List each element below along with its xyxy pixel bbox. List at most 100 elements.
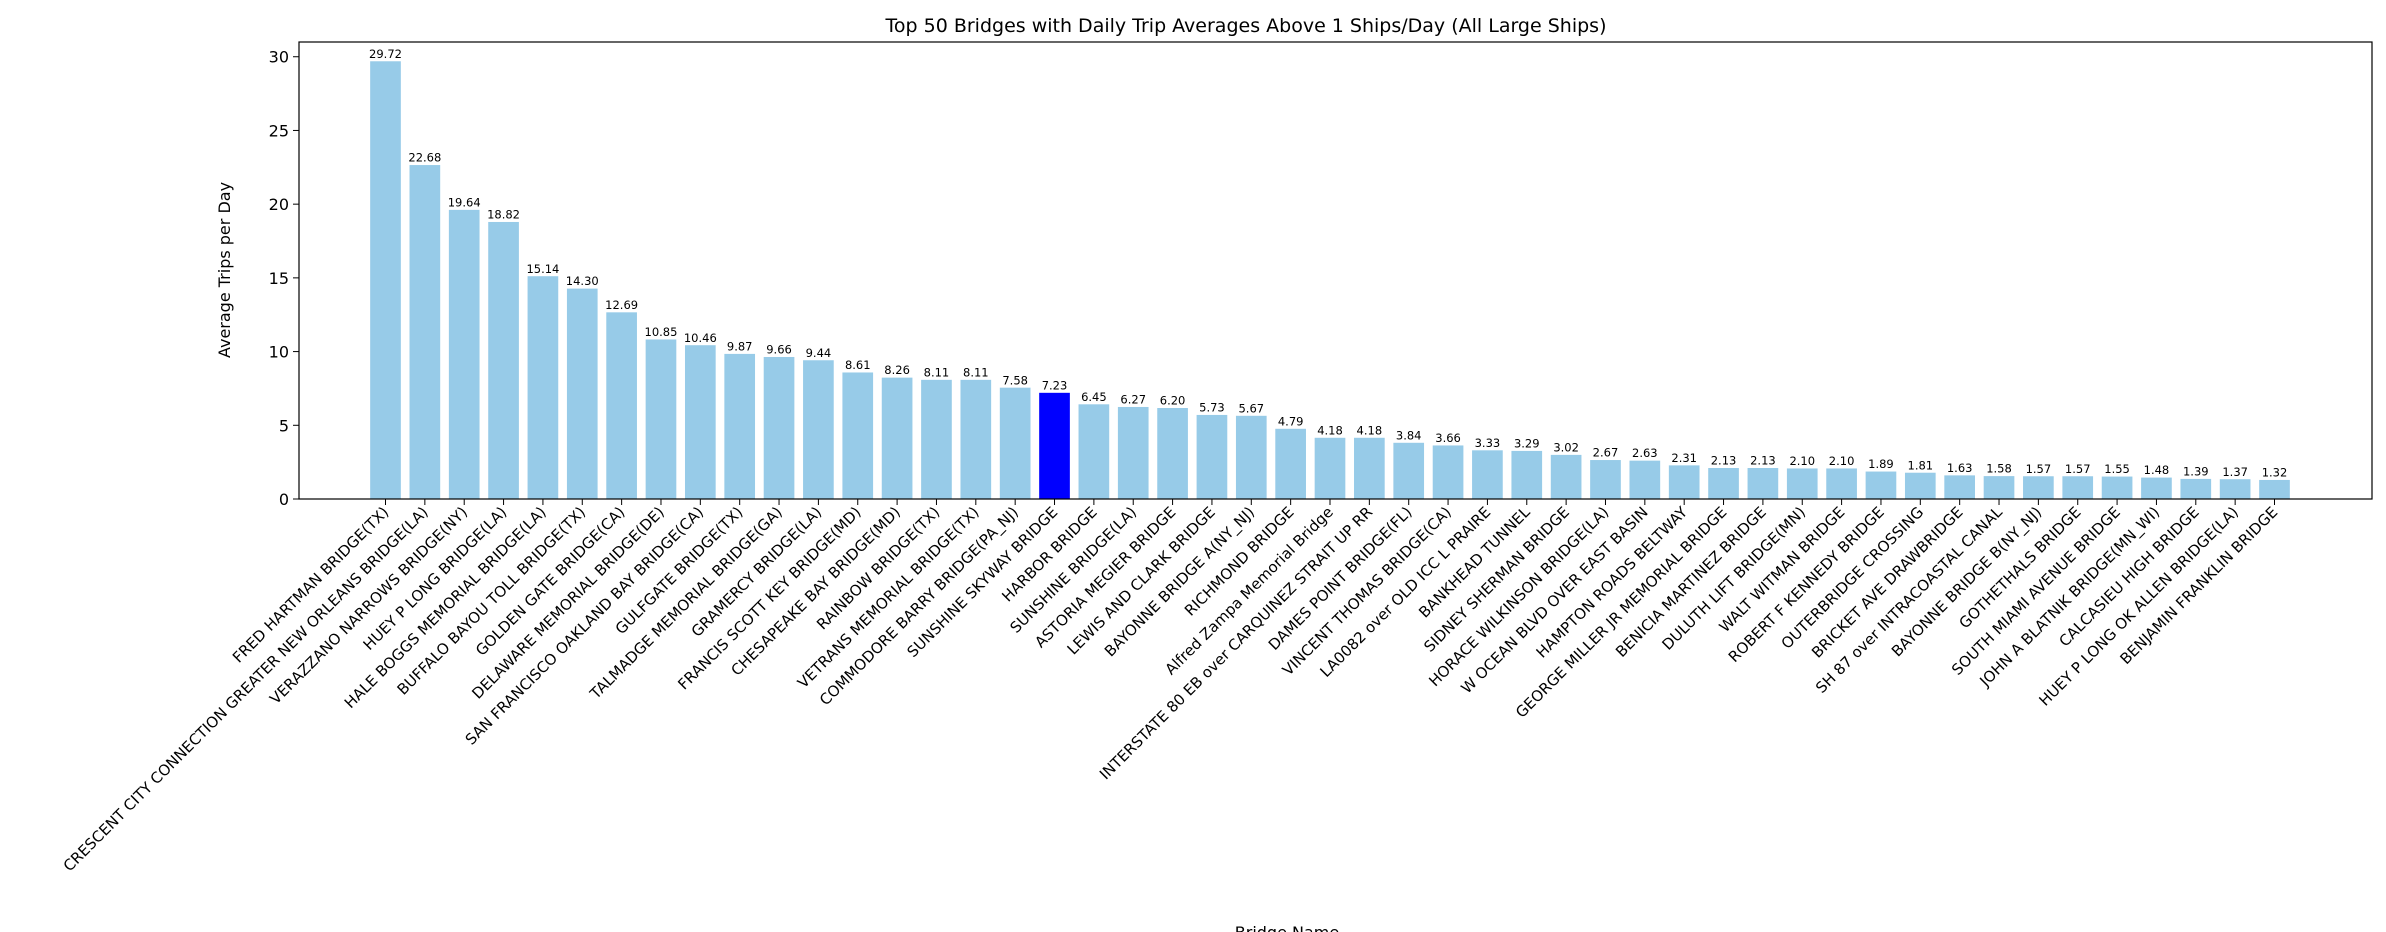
x-axis-label: Bridge Name bbox=[1235, 923, 1339, 932]
bar-8 bbox=[644, 338, 678, 500]
bar-6 bbox=[566, 287, 599, 500]
bar-value-label: 3.84 bbox=[1396, 428, 1422, 442]
bar-value-label: 19.64 bbox=[448, 195, 481, 209]
bar-45 bbox=[2100, 475, 2134, 500]
chart-title: Top 50 Bridges with Daily Trip Averages … bbox=[885, 15, 1607, 37]
bar-31 bbox=[1549, 454, 1583, 500]
bar-value-label: 2.31 bbox=[1671, 451, 1697, 465]
bar-value-label: 1.48 bbox=[2144, 463, 2170, 477]
y-tick-label: 10 bbox=[269, 343, 289, 362]
y-tick-label: 15 bbox=[269, 269, 289, 288]
bar-34 bbox=[1668, 464, 1701, 500]
bars-group bbox=[369, 60, 2291, 500]
bar-value-label: 14.30 bbox=[566, 274, 599, 288]
bar-25 bbox=[1313, 436, 1347, 500]
bar-value-label: 10.85 bbox=[645, 325, 678, 339]
bar-value-label: 2.10 bbox=[1829, 454, 1855, 468]
bar-15 bbox=[920, 379, 953, 500]
bar-value-label: 7.23 bbox=[1042, 378, 1068, 392]
bar-value-label: 18.82 bbox=[487, 208, 520, 222]
bar-19 bbox=[1077, 403, 1111, 500]
bar-value-label: 1.32 bbox=[2262, 466, 2288, 480]
bar-value-label: 12.69 bbox=[605, 298, 638, 312]
bar-value-label: 3.02 bbox=[1553, 440, 1579, 454]
bar-value-label: 15.14 bbox=[526, 262, 559, 276]
y-axis-label: Average Trips per Day bbox=[215, 182, 234, 358]
bar-value-label: 1.81 bbox=[1908, 458, 1934, 472]
bar-value-label: 4.18 bbox=[1317, 423, 1343, 437]
bar-value-label: 1.37 bbox=[2222, 465, 2248, 479]
bar-16 bbox=[959, 379, 992, 500]
bar-value-label: 3.66 bbox=[1435, 431, 1461, 445]
bar-43 bbox=[2022, 475, 2055, 500]
bar-39 bbox=[1864, 470, 1898, 500]
bar-41 bbox=[1943, 474, 1976, 500]
bar-value-label: 1.57 bbox=[2065, 462, 2091, 476]
bar-35 bbox=[1707, 467, 1740, 500]
bar-value-label: 1.57 bbox=[2026, 462, 2052, 476]
bar-value-label: 6.20 bbox=[1160, 394, 1186, 408]
bar-value-label: 8.26 bbox=[884, 363, 910, 377]
bar-value-label: 1.58 bbox=[1986, 462, 2012, 476]
bar-7 bbox=[605, 311, 638, 500]
bar-value-label: 6.45 bbox=[1081, 390, 1107, 404]
bar-29 bbox=[1471, 449, 1504, 500]
bar-value-label: 9.66 bbox=[766, 343, 792, 357]
bar-48 bbox=[2218, 478, 2252, 500]
bar-24 bbox=[1274, 427, 1307, 500]
bar-47 bbox=[2179, 478, 2212, 500]
bar-value-label: 9.44 bbox=[806, 346, 832, 360]
bar-value-label: 8.11 bbox=[924, 365, 950, 379]
bar-value-label: 2.67 bbox=[1593, 446, 1619, 460]
bar-42 bbox=[1982, 475, 2016, 500]
bar-49 bbox=[2258, 479, 2291, 500]
bar-3 bbox=[448, 209, 481, 500]
bar-value-label: 8.11 bbox=[963, 365, 989, 379]
bar-4 bbox=[487, 221, 520, 500]
bar-27 bbox=[1392, 441, 1425, 500]
bar-value-label: 10.46 bbox=[684, 331, 717, 345]
bar-22 bbox=[1195, 414, 1229, 500]
bar-21 bbox=[1156, 407, 1189, 500]
bar-value-label: 7.58 bbox=[1002, 373, 1028, 387]
bar-value-label: 3.29 bbox=[1514, 437, 1540, 451]
y-tick-label: 0 bbox=[279, 490, 289, 509]
bar-5 bbox=[526, 275, 560, 500]
bar-2 bbox=[408, 164, 441, 500]
bar-32 bbox=[1589, 459, 1622, 500]
bar-12 bbox=[802, 359, 835, 500]
y-tick-label: 30 bbox=[269, 48, 289, 67]
bar-44 bbox=[2061, 475, 2094, 500]
bar-36 bbox=[1746, 467, 1780, 500]
bar-value-label: 1.55 bbox=[2104, 462, 2130, 476]
bar-value-label: 8.61 bbox=[845, 358, 871, 372]
bar-value-label: 22.68 bbox=[408, 151, 441, 165]
bar-40 bbox=[1904, 471, 1937, 500]
bar-value-label: 2.63 bbox=[1632, 446, 1658, 460]
bar-28 bbox=[1431, 444, 1465, 500]
bar-11 bbox=[762, 356, 796, 500]
bar-value-label: 4.18 bbox=[1357, 423, 1383, 437]
bar-value-label: 1.89 bbox=[1868, 457, 1894, 471]
bar-14 bbox=[880, 376, 914, 500]
bar-26 bbox=[1353, 436, 1386, 500]
bar-37 bbox=[1786, 467, 1819, 500]
x-axis: FRED HARTMAN BRIDGE(TX)CRESCENT CITY CON… bbox=[60, 499, 2281, 875]
bar-20 bbox=[1117, 406, 1150, 500]
bar-value-label: 6.27 bbox=[1120, 393, 1146, 407]
bar-13 bbox=[841, 371, 874, 500]
bar-value-label: 2.13 bbox=[1750, 454, 1776, 468]
bar-9 bbox=[684, 344, 717, 500]
y-axis: 0 5 10 15 20 25 30 bbox=[269, 48, 299, 509]
bar-10 bbox=[723, 353, 756, 500]
y-tick-label: 25 bbox=[269, 121, 289, 140]
data-labels-group: 29.72 22.68 19.64 18.82 15.14 14.30 12.69 10.85… bbox=[369, 47, 2287, 480]
bar-value-label: 9.87 bbox=[727, 340, 753, 354]
bar-value-label: 3.33 bbox=[1475, 436, 1501, 450]
bar-value-label: 29.72 bbox=[369, 47, 402, 61]
bar-33 bbox=[1628, 459, 1661, 500]
bar-18 bbox=[1038, 392, 1071, 500]
y-tick-label: 20 bbox=[269, 195, 289, 214]
